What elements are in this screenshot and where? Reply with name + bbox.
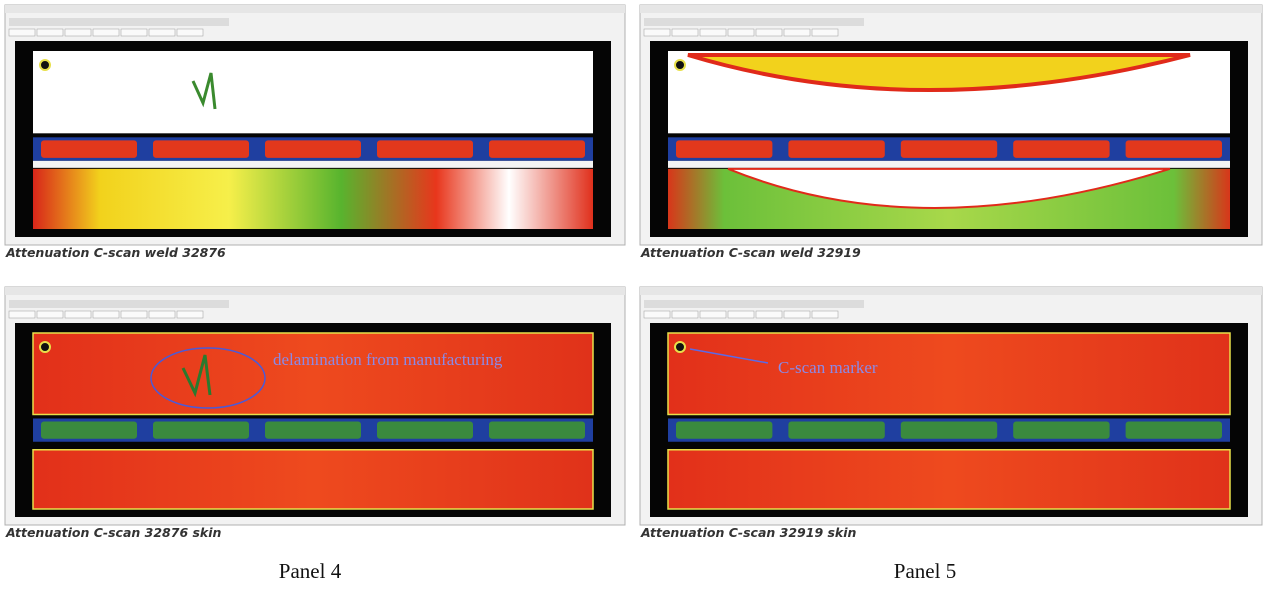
tab	[37, 29, 63, 36]
scan-segment	[377, 421, 473, 438]
scan-window	[5, 5, 625, 245]
scan-segment	[901, 421, 997, 438]
tab	[728, 311, 754, 318]
tab	[93, 29, 119, 36]
tab	[149, 311, 175, 318]
toolbar	[644, 300, 864, 308]
tab	[784, 311, 810, 318]
scan-segment	[1126, 140, 1222, 158]
scan-region	[33, 169, 593, 229]
tab	[9, 29, 35, 36]
caption: Attenuation C-scan weld 32919	[640, 245, 861, 260]
scan-segment	[265, 140, 361, 158]
scan-region	[668, 333, 1230, 414]
tab	[93, 311, 119, 318]
scan-segment	[153, 140, 249, 158]
toolbar	[9, 300, 229, 308]
tab	[756, 311, 782, 318]
tab	[65, 311, 91, 318]
scan-segment	[788, 421, 884, 438]
scan-region	[33, 51, 593, 133]
scan-marker	[40, 342, 50, 352]
tab	[37, 311, 63, 318]
scan-region	[33, 450, 593, 509]
scan-segment	[489, 421, 585, 438]
tab	[672, 311, 698, 318]
scan-segment	[676, 421, 772, 438]
title-bar	[640, 5, 1262, 13]
tab	[728, 29, 754, 36]
tab	[756, 29, 782, 36]
tab	[149, 29, 175, 36]
tab	[177, 311, 203, 318]
caption: Attenuation C-scan 32919 skin	[640, 525, 857, 540]
scan-segment	[377, 140, 473, 158]
title-bar	[5, 287, 625, 295]
title-bar	[640, 287, 1262, 295]
scan-region	[33, 333, 593, 414]
panel-label: Panel 5	[894, 559, 956, 583]
scan-marker	[675, 342, 685, 352]
scan-segment	[788, 140, 884, 158]
scan-window: C-scan marker	[640, 287, 1262, 525]
scan-window	[640, 5, 1262, 245]
figure: Panel 4 Panel 5 Attenuation C-scan weld …	[0, 0, 1266, 590]
scan-segment	[153, 421, 249, 438]
tab	[644, 311, 670, 318]
tab	[177, 29, 203, 36]
ruler	[33, 161, 593, 168]
tab	[644, 29, 670, 36]
panel-label: Panel 4	[279, 559, 342, 583]
scan-segment	[1013, 421, 1109, 438]
scan-segment	[901, 140, 997, 158]
caption: Attenuation C-scan 32876 skin	[5, 525, 222, 540]
toolbar	[9, 18, 229, 26]
scan-segment	[1126, 421, 1222, 438]
scan-marker	[40, 60, 50, 70]
scan-segment	[41, 140, 137, 158]
scan-segment	[676, 140, 772, 158]
tab	[672, 29, 698, 36]
tab	[700, 311, 726, 318]
scan-window: delamination from manufacturing	[5, 287, 625, 525]
tab	[784, 29, 810, 36]
scan-segment	[489, 140, 585, 158]
toolbar	[644, 18, 864, 26]
title-bar	[5, 5, 625, 13]
scan-segment	[265, 421, 361, 438]
ruler	[668, 161, 1230, 168]
tab	[121, 29, 147, 36]
tab	[121, 311, 147, 318]
scan-region	[668, 450, 1230, 509]
tab	[812, 29, 838, 36]
tab	[65, 29, 91, 36]
scan-segment	[1013, 140, 1109, 158]
annotation: delamination from manufacturing	[273, 350, 503, 369]
annotation: C-scan marker	[778, 358, 878, 377]
tab	[700, 29, 726, 36]
tab	[9, 311, 35, 318]
caption: Attenuation C-scan weld 32876	[5, 245, 226, 260]
scan-marker	[675, 60, 685, 70]
scan-segment	[41, 421, 137, 438]
tab	[812, 311, 838, 318]
